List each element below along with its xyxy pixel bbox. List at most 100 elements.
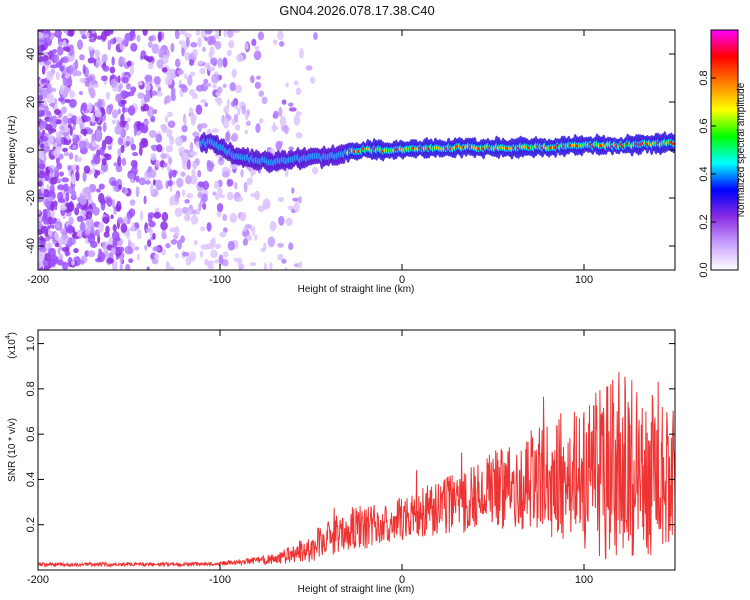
spectrogram-noise-cell [108,103,114,112]
spectrogram-noise-cell [78,90,84,96]
spectrogram-noise-cell [145,56,154,63]
spectrogram-noise-cell [309,76,315,85]
spectrogram-noise-cell [66,201,75,213]
spectrogram-noise-cell [38,138,41,147]
spectrogram-noise-cell [150,115,156,123]
spectrogram-noise-cell [55,71,60,81]
spectrogram-noise-cell [44,252,51,261]
spectrogram-noise-cell [67,123,72,129]
spectrogram-noise-cell [186,159,191,170]
spectrogram-noise-cell [93,154,101,165]
spectrogram-noise-cell [43,146,51,153]
spectrogram-noise-cell [120,144,125,154]
spectrogram-noise-cell [38,110,44,118]
spectrogram-noise-cell [95,51,99,60]
spectrogram-noise-cell [38,252,45,263]
snr-y-ticks: 0.2 0.4 0.6 0.8 1.0 [25,336,675,532]
spectrogram-noise-cell [45,168,51,176]
spectrogram-noise-cell [284,267,288,270]
spectrogram-noise-cell [87,128,94,135]
spectrogram-noise-cell [131,152,139,157]
spectrogram-noise-cell [150,152,157,161]
spectrogram-noise-cell [254,45,260,51]
spectrogram-noise-cell [313,32,318,41]
spectrogram-noise-cell [69,126,73,136]
spectrogram-noise-cell [207,35,214,46]
spectrogram-noise-cell [70,115,78,125]
spectrogram-noise-cell [277,253,284,261]
spectrogram-noise-cell [104,135,113,145]
spectrogram-noise-cell [97,251,106,263]
spectrogram-noise-cell [204,82,212,88]
spectrogram-noise-cell [192,131,200,138]
spectrogram-noise-cell [71,66,78,77]
spectrogram-noise-cell [277,196,285,203]
spectrogram-noise-cell [238,263,245,270]
spectrogram-noise-cell [293,80,299,86]
spectrogram-noise-cell [143,120,150,126]
spectrogram-noise-cell [156,144,163,153]
spectrogram-noise-cell [251,38,257,47]
spectrogram-noise-cell [305,65,313,71]
spectrogram-noise-cell [245,120,251,127]
spectrogram-noise-cell [226,178,234,187]
spectrogram-noise-cell [144,244,148,251]
spectrogram-noise-cell [183,149,190,154]
spectrogram-noise-cell [184,199,190,204]
spectrogram-noise-cell [76,231,82,237]
spectrogram-noise-cell [146,266,150,270]
spectrogram-noise-cell [166,128,173,138]
spectrogram-noise-cell [254,81,262,89]
colorbar-bar [711,30,738,270]
spectrogram-noise-cell [91,30,96,34]
spectrogram-noise-cell [110,30,114,35]
spectrogram-noise-cell [101,53,108,63]
spectrogram-noise-cell [158,48,164,59]
spectrogram-noise-cell [129,65,135,75]
snr-series-line [38,371,675,568]
colorbar-tick-label: 0.0 [698,262,710,277]
spectrogram-noise-cell [54,30,62,38]
spectrogram-noise-cell [211,237,216,247]
spectrogram-x-tick-label: 100 [575,274,593,286]
spectrogram-noise-cell [213,180,220,190]
spectrogram-noise-cell [75,165,80,172]
spectrogram-noise-cell [72,133,77,139]
spectrogram-noise-cell [256,75,261,80]
spectrogram-noise-cell [200,122,208,129]
snr-x-axis-label: Height of straight line (km) [298,584,415,595]
spectrogram-noise-cell [190,214,199,225]
spectrogram-noise-cell [40,225,49,234]
spectrogram-noise-cell [58,59,63,66]
spectrogram-noise-cell [111,198,116,209]
spectrogram-noise-cell [202,46,207,52]
snr-y-axis-label: SNR (10 * v/v) [7,418,18,482]
spectrogram-noise-cell [185,256,192,266]
spectrogram-noise-cell [49,218,57,225]
spectrogram-noise-cell [229,212,238,223]
spectrogram-noise-cell [50,210,56,217]
spectrogram-noise-cell [48,87,57,93]
spectrogram-noise-cell [195,30,201,37]
spectrogram-noise-cell [175,58,181,68]
spectrogram-noise-cell [72,144,77,150]
colorbar-tick-label: 0.4 [698,166,710,181]
spectrogram-noise-cell [184,32,192,39]
spectrogram-noise-cell [197,36,202,48]
spectrogram-noise-cell [223,30,227,38]
spectrogram-noise-cell [107,39,112,51]
spectrogram-noise-cell [149,183,154,194]
spectrogram-noise-cell [94,111,102,118]
spectrogram-noise-cell [291,187,295,194]
spectrogram-noise-cell [122,186,126,194]
spectrogram-noise-cell [69,44,74,50]
spectrogram-noise-cell [189,71,196,77]
spectrogram-noise-cell [298,261,303,269]
spectrogram-noise-cell [68,216,74,225]
spectrogram-noise-cell [111,119,117,125]
spectrogram-noise-cell [117,137,124,146]
spectrogram-noise-cell [118,246,125,253]
spectrogram-noise-cell [96,170,101,176]
spectrogram-noise-cell [170,42,175,53]
